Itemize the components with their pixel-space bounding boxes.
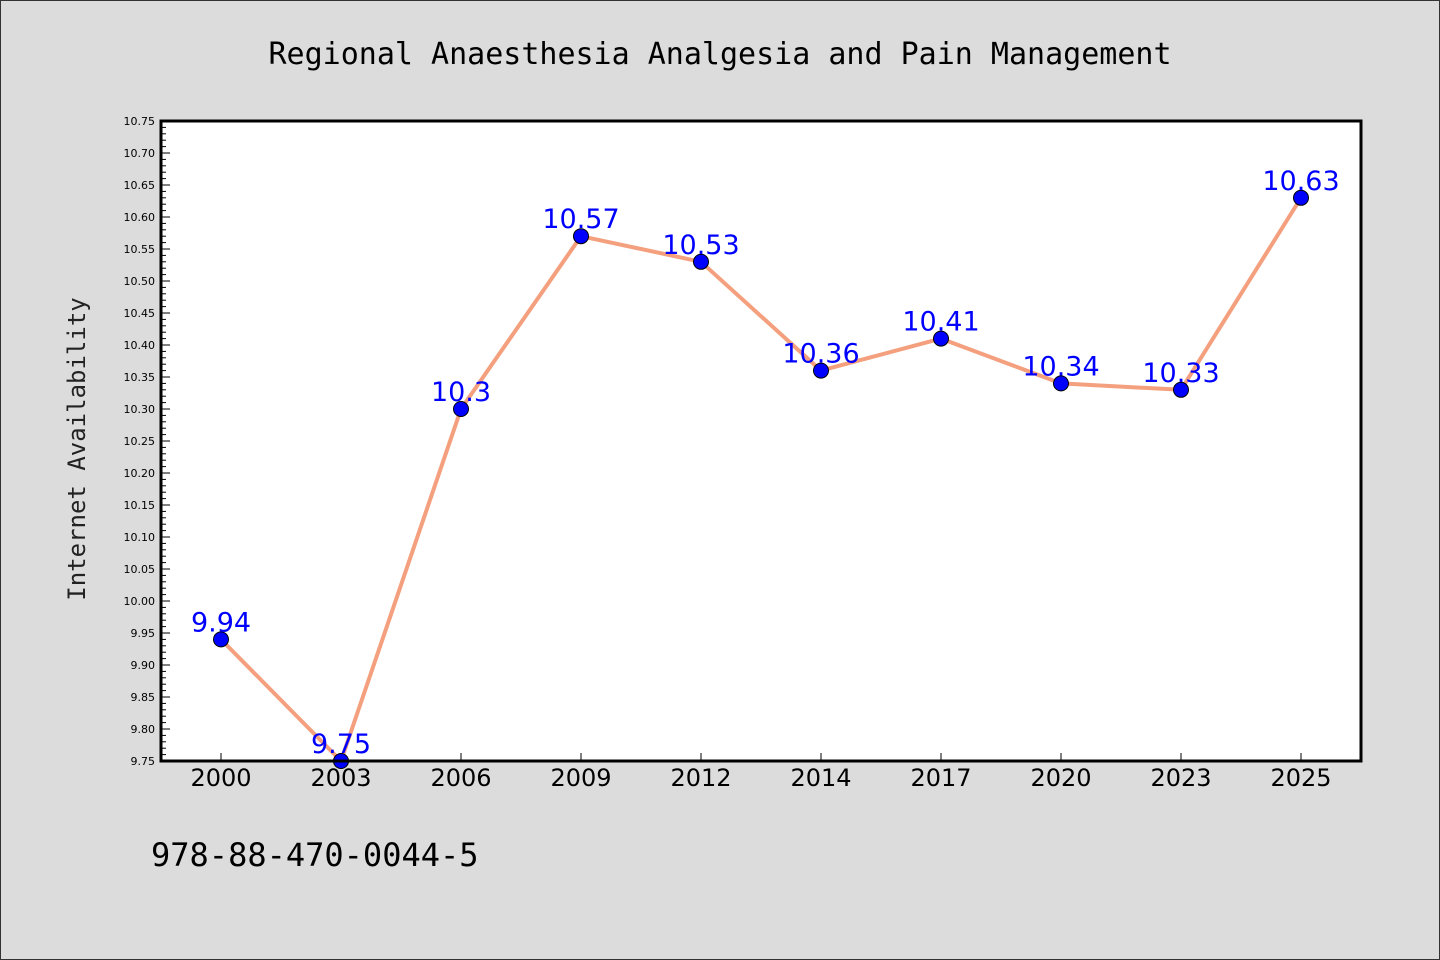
x-tick-label: 2014 (790, 764, 851, 792)
y-tick-label: 10.15 (124, 499, 156, 512)
y-tick-label: 10.75 (124, 115, 156, 128)
footer-isbn: 978-88-470-0044-5 (151, 836, 479, 874)
data-point (813, 362, 829, 379)
data-labels: 9.94 9.75 10.3 10.57 10.53 10.36 10.41 10.34 10.… (191, 166, 1340, 760)
data-point (693, 253, 709, 270)
x-tick-label: 2006 (430, 764, 491, 792)
data-point (1053, 375, 1069, 392)
data-point (933, 330, 949, 347)
series-layer (213, 189, 1309, 769)
data-label: 9.75 (311, 729, 371, 760)
y-tick-label: 10.70 (124, 147, 156, 160)
x-tick-label: 2009 (550, 764, 611, 792)
data-label: 10.41 (902, 307, 979, 338)
data-label: 9.94 (191, 607, 251, 638)
y-tick-label: 9.90 (131, 659, 156, 672)
y-tick-label: 9.95 (131, 627, 156, 640)
y-tick-label: 10.00 (124, 595, 156, 608)
y-tick-label: 10.10 (124, 531, 156, 544)
data-label: 10.57 (542, 204, 619, 235)
x-tick-label: 2020 (1030, 764, 1091, 792)
y-tick-label: 9.85 (131, 691, 156, 704)
data-point (213, 631, 229, 648)
data-point (1293, 189, 1309, 206)
chart-title: Regional Anaesthesia Analgesia and Pain … (268, 37, 1171, 72)
y-tick-label: 10.25 (124, 435, 156, 448)
data-label: 10.33 (1142, 358, 1219, 389)
data-point (453, 401, 469, 417)
data-label: 10.36 (782, 339, 859, 370)
plot-frame (159, 119, 1363, 763)
x-tick-label: 2023 (1150, 764, 1211, 792)
y-tick-label: 10.55 (124, 243, 156, 256)
data-label: 10.53 (662, 230, 739, 261)
data-point (573, 228, 589, 245)
data-label: 10.63 (1262, 166, 1339, 197)
y-tick-label: 10.45 (124, 307, 156, 320)
y-tick-label: 10.20 (124, 467, 156, 480)
y-tick-label: 9.75 (131, 755, 156, 768)
y-tick-label: 10.50 (124, 275, 156, 288)
y-tick-label: 10.05 (124, 563, 156, 576)
plot-area (161, 121, 1361, 761)
y-tick-label: 10.60 (124, 211, 156, 224)
y-tick-label: 9.80 (131, 723, 156, 736)
y-tick-label: 10.35 (124, 371, 156, 384)
x-tick-label: 2012 (670, 764, 731, 792)
data-point (1173, 381, 1189, 398)
y-tick-label: 10.40 (124, 339, 156, 352)
data-label: 10.34 (1022, 351, 1099, 382)
x-tick-label: 2017 (910, 764, 971, 792)
data-label: 10.3 (431, 377, 491, 408)
y-tick-label: 10.65 (124, 179, 156, 192)
series-line (219, 196, 1303, 763)
x-tick-label: 2000 (190, 764, 251, 792)
y-axis-label: Internet Availability (63, 297, 91, 600)
x-tick-label: 2025 (1270, 764, 1331, 792)
y-tick-label: 10.30 (124, 403, 156, 416)
